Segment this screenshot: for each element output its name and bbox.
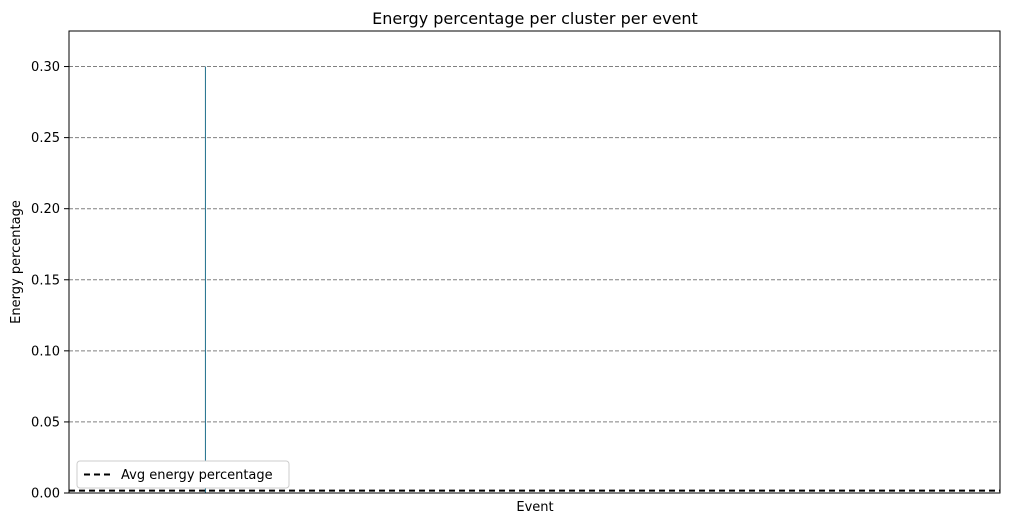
y-tick-label: 0.05 bbox=[31, 415, 60, 430]
legend: Avg energy percentage bbox=[76, 460, 290, 489]
y-tick-label: 0.20 bbox=[31, 202, 60, 217]
y-tick-label: 0.00 bbox=[31, 487, 60, 502]
y-tick-label: 0.30 bbox=[31, 60, 60, 75]
y-tick-label: 0.10 bbox=[31, 344, 60, 359]
plot-frame bbox=[68, 30, 1001, 494]
chart-title: Energy percentage per cluster per event bbox=[372, 9, 698, 28]
bars-layer bbox=[204, 66, 206, 494]
y-tick-label: 0.25 bbox=[31, 131, 60, 146]
y-axis-label: Energy percentage bbox=[9, 200, 24, 324]
legend-label-average: Avg energy percentage bbox=[121, 468, 273, 483]
y-tick-label: 0.15 bbox=[31, 273, 60, 288]
bar bbox=[204, 66, 206, 494]
grid-layer bbox=[69, 66, 1000, 423]
legend-box bbox=[76, 460, 290, 489]
y-axis: 0.00 0.05 0.10 0.15 0.20 0.25 0.30 bbox=[31, 60, 69, 502]
x-axis-label: Event bbox=[516, 500, 553, 515]
